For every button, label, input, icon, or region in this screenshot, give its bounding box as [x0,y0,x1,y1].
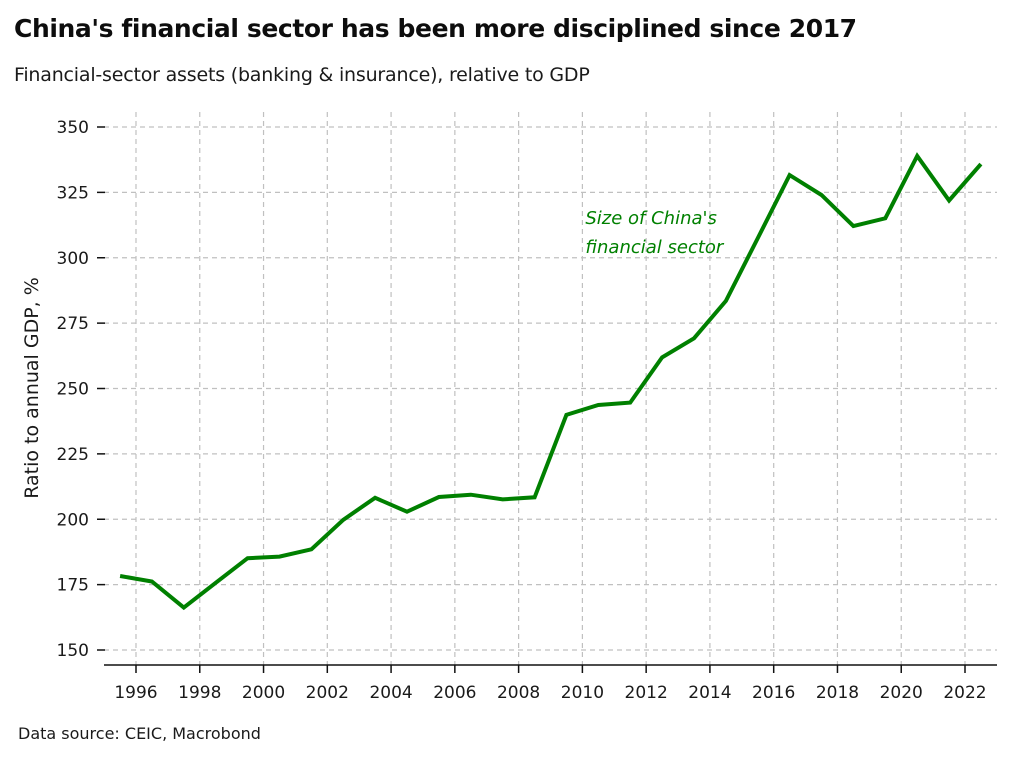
x-tick-label: 2004 [369,683,412,703]
y-tick-label: 325 [57,183,89,203]
y-tick-label: 250 [57,380,89,400]
x-tick-label: 2016 [752,683,795,703]
data-source: Data source: CEIC, Macrobond [18,724,261,743]
series [119,152,983,611]
series-line [119,152,983,611]
y-tick-label: 150 [57,641,89,661]
y-tick-label: 300 [57,249,89,269]
annotation-line-1: Size of China's [585,208,716,229]
y-tick-label: 200 [57,510,89,530]
y-tick-label: 275 [57,314,89,334]
x-tick-label: 2010 [561,683,604,703]
x-tick-label: 2000 [242,683,285,703]
annotation-line-2: financial sector [585,237,725,258]
y-axis-title: Ratio to annual GDP, % [21,277,43,499]
chart-subtitle: Financial-sector assets (banking & insur… [14,64,590,86]
x-tick-label: 2018 [816,683,859,703]
x-tick-label: 1998 [178,683,221,703]
annotation: Size of China's financial sector [585,208,725,258]
y-tick-label: 175 [57,576,89,596]
x-tick-label: 2014 [688,683,731,703]
x-tick-label: 2006 [433,683,476,703]
x-tick-label: 2002 [306,683,349,703]
x-tick-label: 2020 [880,683,923,703]
y-tick-label: 225 [57,445,89,465]
x-tick-label: 2012 [625,683,668,703]
x-tick-label: 2022 [943,683,986,703]
gridlines [104,112,997,665]
tick-labels: 150 175 200 225 250 275 300 325 350 1996 1998 2000 2… [57,118,987,703]
chart-title: China's financial sector has been more d… [14,14,857,43]
y-tick-label: 350 [57,118,89,138]
x-tick-label: 1996 [114,683,157,703]
x-tick-label: 2008 [497,683,540,703]
axes [97,126,997,673]
